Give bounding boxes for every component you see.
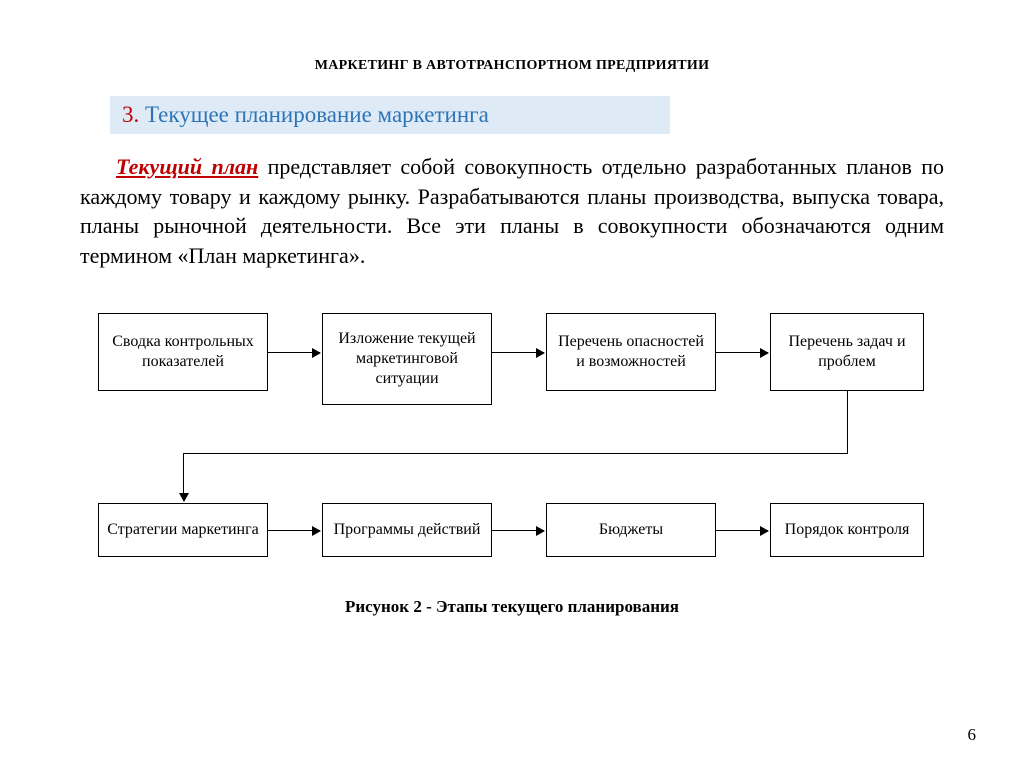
intro-paragraph: Текущий план представляет собой совокупн… — [80, 152, 944, 271]
flow-node-n3: Перечень опасностей и возможностей — [546, 313, 716, 391]
flow-node-n7: Бюджеты — [546, 503, 716, 557]
flow-node-n8: Порядок контроля — [770, 503, 924, 557]
flow-arrow — [716, 352, 768, 353]
flow-connector — [847, 391, 848, 453]
flow-connector — [183, 453, 848, 454]
term-emphasis: Текущий план — [80, 154, 258, 179]
page-number: 6 — [968, 725, 977, 745]
flow-arrow — [492, 530, 544, 531]
figure-caption: Рисунок 2 - Этапы текущего планирования — [0, 597, 1024, 617]
section-title-bar: 3. Текущее планирование маркетинга — [110, 96, 670, 134]
flow-arrow — [268, 530, 320, 531]
flow-node-n6: Программы действий — [322, 503, 492, 557]
flow-node-n2: Изложение текущей маркетинговой ситуации — [322, 313, 492, 405]
section-number: 3. — [122, 102, 139, 127]
section-title: Текущее планирование маркетинга — [145, 102, 489, 127]
flow-node-n1: Сводка контрольных показателей — [98, 313, 268, 391]
flow-arrow — [492, 352, 544, 353]
flow-node-n4: Перечень задач и проблем — [770, 313, 924, 391]
flow-arrow — [183, 453, 184, 501]
flowchart: Сводка контрольных показателей Изложение … — [82, 313, 942, 593]
page-header: МАРКЕТИНГ В АВТОТРАНСПОРТНОМ ПРЕДПРИЯТИИ — [0, 0, 1024, 74]
flow-arrow — [268, 352, 320, 353]
flow-arrow — [716, 530, 768, 531]
flow-node-n5: Стратегии маркетинга — [98, 503, 268, 557]
